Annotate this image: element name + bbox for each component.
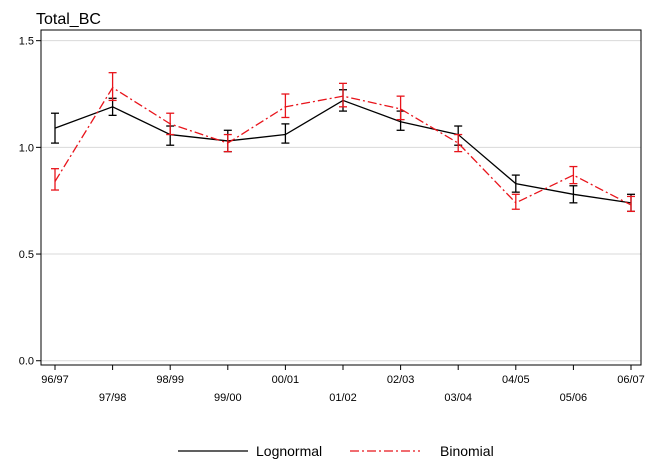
error-bar-binomial xyxy=(51,168,59,191)
y-tick-label: 0.5 xyxy=(19,249,34,261)
error-bar-binomial xyxy=(396,95,405,121)
error-bar-binomial xyxy=(223,133,232,153)
error-bar-binomial xyxy=(339,82,347,108)
error-bar-binomial xyxy=(511,193,520,210)
y-tick-label: 0.0 xyxy=(19,356,34,368)
error-bar-binomial xyxy=(281,93,290,119)
legend: Lognormal Binomial xyxy=(178,443,494,459)
error-bar-lognormal xyxy=(569,185,578,204)
error-bar-lognormal xyxy=(281,123,290,144)
plot-area-frame xyxy=(40,29,642,366)
error-bar-binomial xyxy=(166,112,175,136)
error-bar-lognormal xyxy=(511,174,520,193)
x-tick-label: 98/99 xyxy=(156,374,184,386)
y-tick-label: 1.5 xyxy=(19,36,34,48)
x-tick-label: 01/02 xyxy=(329,392,357,404)
x-tick-label: 03/04 xyxy=(444,392,472,404)
gridlines xyxy=(41,40,641,362)
axes: 0.0 0.5 1.0 1.5 96/97 97/98 98/99 99/00 00/01 01/… xyxy=(19,36,645,404)
series-line-lognormal xyxy=(54,99,632,204)
x-tick-label: 99/00 xyxy=(214,392,242,404)
series-layer xyxy=(51,72,635,213)
error-bar-binomial xyxy=(627,195,635,213)
x-tick-label: 02/03 xyxy=(387,374,415,386)
chart-title: Total_BC xyxy=(36,11,101,28)
x-tick-label: 96/97 xyxy=(41,374,69,386)
error-bar-binomial xyxy=(569,165,578,185)
error-bar-binomial xyxy=(454,133,463,153)
error-bar-lognormal xyxy=(51,112,59,144)
y-tick-label: 1.0 xyxy=(19,142,34,154)
x-tick-label: 04/05 xyxy=(502,374,530,386)
x-tick-label: 97/98 xyxy=(99,392,127,404)
legend-label-lognormal: Lognormal xyxy=(256,443,322,459)
legend-label-binomial: Binomial xyxy=(440,443,494,459)
x-tick-label: 00/01 xyxy=(272,374,300,386)
x-tick-label: 06/07 xyxy=(617,374,645,386)
error-bar-binomial xyxy=(108,72,117,102)
x-tick-label: 05/06 xyxy=(560,392,588,404)
